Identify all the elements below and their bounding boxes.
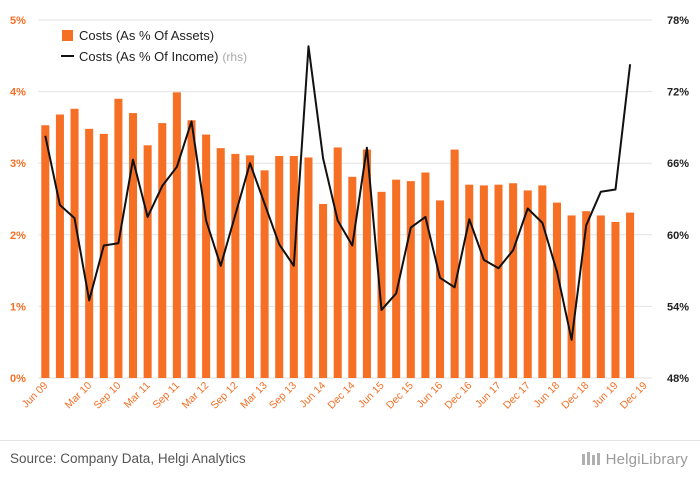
right-tick-label: 48% (667, 373, 689, 385)
x-tick-label: Sep 10 (92, 380, 124, 412)
bar (523, 190, 532, 378)
bar (582, 211, 591, 378)
x-tick-label: Dec 17 (501, 380, 533, 412)
bar (567, 215, 576, 378)
x-tick-label: Sep 13 (267, 380, 299, 412)
bar (275, 156, 284, 378)
bar (143, 145, 152, 378)
bar (129, 113, 138, 378)
right-y-axis: 48% 54% 60% 66% 72% 78% (667, 15, 689, 385)
legend-swatch-bars (62, 30, 73, 41)
x-tick-label: Mar 13 (238, 380, 270, 412)
legend-label-bars: Costs (As % Of Assets) (79, 28, 214, 43)
bar (245, 155, 254, 378)
bar (99, 133, 108, 378)
x-tick-label: Mar 12 (180, 380, 212, 412)
legend-line-name: Costs (As % Of Income) (79, 49, 218, 64)
bar (304, 157, 313, 378)
left-tick-label: 3% (10, 158, 26, 170)
x-tick-label: Jun 19 (590, 380, 621, 411)
right-tick-label: 60% (667, 230, 689, 242)
bar (187, 120, 196, 379)
bar (55, 114, 64, 379)
bar (362, 149, 371, 378)
x-tick-label: Jun 16 (414, 380, 445, 411)
line-series (44, 45, 632, 341)
bar (465, 184, 474, 378)
bar (41, 125, 50, 378)
bar (319, 204, 328, 378)
bar (436, 200, 445, 378)
right-tick-label: 54% (667, 301, 689, 313)
bar (85, 128, 94, 378)
bar (538, 185, 547, 378)
bar (626, 212, 635, 378)
bar (260, 170, 269, 378)
x-tick-label: Jun 15 (356, 380, 387, 411)
left-tick-label: 1% (10, 301, 26, 313)
right-tick-label: 66% (667, 158, 689, 170)
x-tick-label: Dec 15 (384, 380, 416, 412)
bar (289, 156, 298, 378)
bar (377, 191, 386, 378)
x-tick-label: Jun 17 (473, 380, 504, 411)
bar (70, 108, 79, 378)
brand-logo: HelgiLibrary (581, 450, 688, 468)
x-tick-label: Mar 11 (122, 380, 153, 411)
combo-chart: 0% 1% 2% 3% 4% 5% 48% 54% 60% 66% 72% 78% Jun 09 Ma… (10, 15, 689, 412)
left-tick-label: 5% (10, 15, 26, 27)
legend: Costs (As % Of Assets) Costs (As % Of In… (61, 28, 247, 64)
x-tick-label: Dec 19 (618, 380, 650, 412)
left-tick-label: 0% (10, 373, 26, 385)
bar (231, 153, 240, 378)
x-tick-label: Dec 16 (442, 380, 474, 412)
x-tick-label: Sep 12 (208, 380, 240, 412)
bar (509, 183, 518, 378)
bar (158, 123, 167, 378)
x-tick-label: Dec 14 (325, 380, 357, 412)
footer: Source: Company Data, Helgi Analytics He… (0, 440, 700, 484)
left-y-axis: 0% 1% 2% 3% 4% 5% (10, 15, 26, 385)
x-tick-label: Sep 11 (151, 380, 183, 412)
bar (450, 149, 459, 378)
x-tick-label: Dec 18 (559, 380, 591, 412)
legend-rhs-suffix: (rhs) (222, 50, 247, 64)
bar (406, 181, 415, 378)
bar (348, 176, 357, 378)
right-tick-label: 78% (667, 15, 689, 27)
library-icon (581, 452, 600, 465)
x-tick-label: Mar 10 (63, 380, 95, 412)
bar (479, 185, 488, 378)
bar (611, 221, 620, 378)
bar (421, 172, 430, 378)
bar (172, 92, 181, 378)
x-tick-label: Jun 14 (297, 380, 328, 411)
brand-name: HelgiLibrary (605, 451, 688, 468)
legend-label-line: Costs (As % Of Income) (rhs) (79, 49, 247, 64)
bar (596, 215, 605, 378)
source-note: Source: Company Data, Helgi Analytics (10, 451, 246, 466)
bar (333, 147, 342, 378)
bar (494, 184, 503, 378)
bar (202, 134, 211, 378)
bar (392, 179, 401, 378)
x-tick-label: Jun 18 (531, 380, 562, 411)
right-tick-label: 72% (667, 87, 689, 99)
left-tick-label: 4% (10, 87, 26, 99)
left-tick-label: 2% (10, 230, 26, 242)
bar (552, 202, 561, 378)
